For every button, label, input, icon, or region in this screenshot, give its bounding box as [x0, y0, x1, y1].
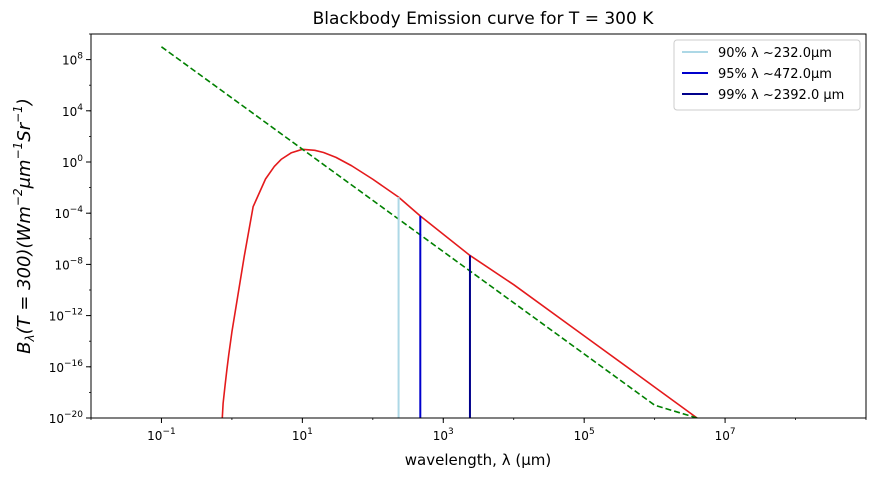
x-tick-label-2: 101 [292, 427, 313, 443]
x-tick-label-3: 103 [433, 427, 454, 443]
x-tick-label-5-base: 10 [715, 429, 730, 443]
legend-box [673, 39, 861, 111]
x-axis: 10−1 101 103 105 107 [90, 418, 867, 443]
x-tick-label-1-exp: −1 [162, 427, 175, 437]
y-tick-label-8-base: 10 [62, 54, 77, 68]
y-tick-label-3: 10−12 [49, 308, 83, 324]
x-tick-label-1-base: 10 [147, 429, 162, 443]
y-tick-label-1-exp: −20 [64, 410, 83, 420]
vertical-line-layer [397, 197, 471, 418]
y-tick-label-3-base: 10 [49, 310, 64, 324]
x-tick-label-3-exp: 3 [448, 427, 454, 437]
y-axis-label: Bλ(T = 300)(Wm−2μm−1Sr−1) [11, 98, 37, 354]
y-label-subscript: λ [23, 334, 37, 342]
x-tick-label-4-exp: 5 [589, 427, 595, 437]
y-tick-label-5-base: 10 [54, 207, 69, 221]
y-tick-label-6-exp: 0 [77, 154, 83, 164]
y-tick-label-6-base: 10 [62, 156, 77, 170]
y-tick-label-1-base: 10 [49, 412, 64, 426]
y-label-units-open: (Wm [14, 206, 35, 248]
y-label-units-mid-1: μm [14, 159, 35, 189]
y-tick-label-7-exp: 4 [77, 103, 83, 113]
plot-frame [90, 33, 867, 419]
y-label-units-mid-2: Sr [14, 121, 35, 141]
x-tick-label-5: 107 [715, 427, 736, 443]
dashed-asymptote-line [160, 46, 698, 418]
legend: 90% λ ~232.0μm 95% λ ~472.0μm 99% λ ~2392.… [673, 39, 861, 111]
x-tick-label-4-base: 10 [574, 429, 589, 443]
y-tick-label-6: 100 [62, 154, 83, 170]
y-label-argument: (T = 300) [14, 248, 35, 334]
y-tick-label-7: 104 [62, 103, 83, 119]
x-tick-label-4: 105 [574, 427, 595, 443]
y-tick-label-2-exp: −16 [64, 359, 83, 369]
y-label-symbol: B [14, 342, 35, 354]
y-tick-label-4-base: 10 [54, 258, 69, 272]
y-tick-label-4: 10−8 [54, 256, 83, 272]
x-tick-label-3-base: 10 [433, 429, 448, 443]
y-tick-label-1: 10−20 [49, 410, 84, 426]
y-tick-label-8: 108 [62, 52, 83, 68]
y-label-exp-2: −1 [11, 142, 25, 160]
y-tick-label-8-exp: 8 [77, 52, 83, 62]
x-tick-label-1: 10−1 [147, 427, 176, 443]
y-label-exp-1: −2 [11, 188, 25, 206]
plot-area [90, 33, 867, 419]
y-label-units-close: ) [14, 98, 35, 107]
legend-label-2: 95% λ ~472.0μm [718, 67, 832, 82]
y-tick-label-2: 10−16 [49, 359, 84, 375]
y-tick-label-2-base: 10 [49, 361, 64, 375]
y-tick-label-3-exp: −12 [64, 308, 83, 318]
chart-title: Blackbody Emission curve for T = 300 K [313, 9, 655, 29]
legend-label-3: 99% λ ~2392.0 μm [718, 88, 844, 103]
legend-label-1: 90% λ ~232.0μm [718, 46, 832, 61]
series-layer [160, 46, 698, 418]
blackbody-curve-line [221, 148, 698, 418]
y-tick-label-5: 10−4 [54, 205, 83, 221]
y-tick-label-5-exp: −4 [70, 205, 84, 215]
x-tick-label-5-exp: 7 [730, 427, 736, 437]
y-tick-label-7-base: 10 [62, 105, 77, 119]
x-tick-label-2-base: 10 [292, 429, 307, 443]
y-label-exp-3: −1 [11, 105, 25, 123]
x-tick-label-2-exp: 1 [307, 427, 313, 437]
y-tick-label-4-exp: −8 [70, 256, 84, 266]
x-axis-label: wavelength, λ (μm) [405, 451, 551, 469]
